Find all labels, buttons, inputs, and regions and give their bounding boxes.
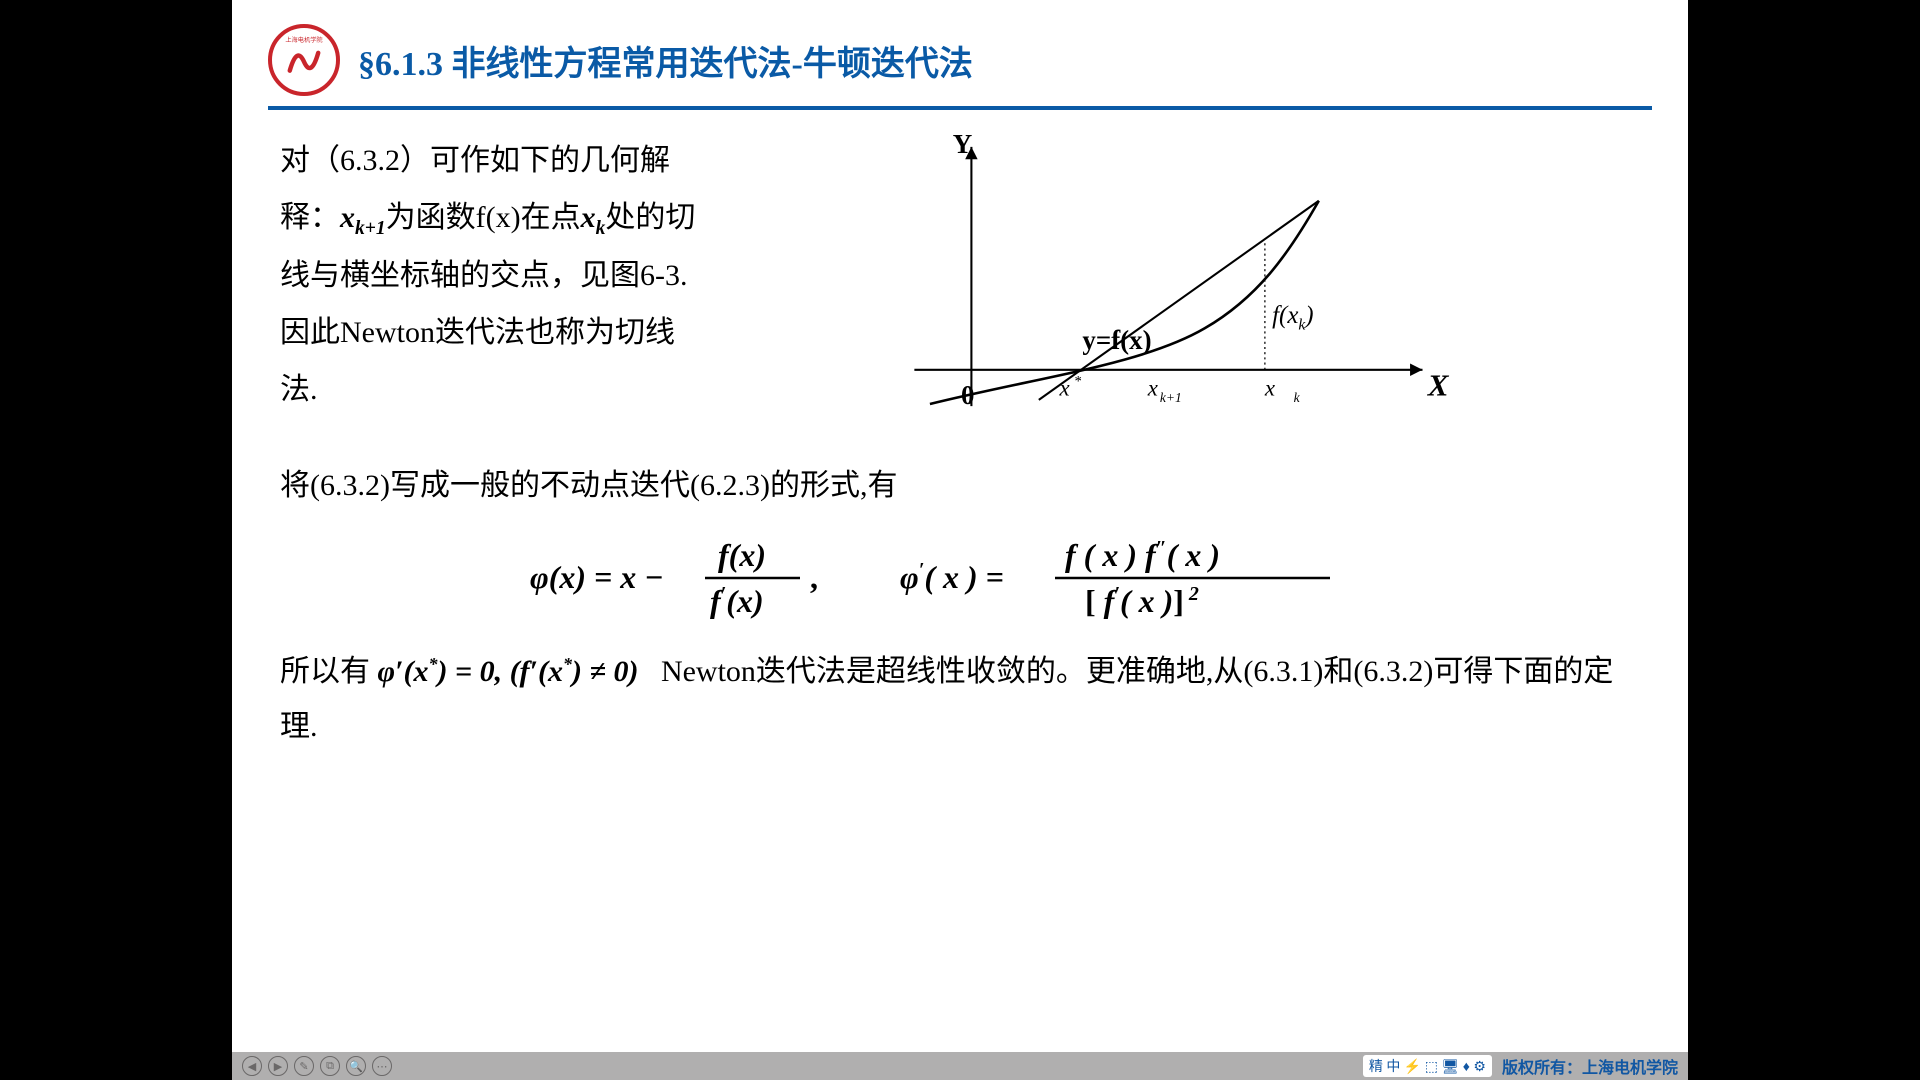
zoom-icon[interactable]: 🔍	[346, 1056, 366, 1076]
X-label: X	[1427, 368, 1450, 403]
formula-svg: φ(x) = x − f(x) f′(x) , φ′( x ) = f ( x …	[500, 528, 1420, 628]
section-title: §6.1.3 非线性方程常用迭代法-牛顿迭代法	[358, 36, 973, 85]
next-icon[interactable]: ▶	[268, 1056, 288, 1076]
newton-diagram: Y X 0 y=f(x) f(xk) x* xk+1 xk	[904, 132, 1464, 452]
university-logo: 上海电机学院	[268, 24, 340, 96]
phip-den: [ f′( x )] 2	[1085, 583, 1199, 619]
phip-num: f ( x ) f″( x )	[1065, 537, 1220, 573]
phi-lhs: φ(x) = x −	[530, 559, 664, 595]
logo-svg: 上海电机学院	[272, 28, 336, 92]
pen-icon[interactable]: ✎	[294, 1056, 314, 1076]
toolbar-right: 精 中 ⚡ ⬚ 🖥 ♦ ⚙ 版权所有：上海电机学院	[1363, 1054, 1678, 1078]
origin-label: 0	[961, 380, 974, 410]
fxk-label: f(xk)	[1272, 302, 1313, 333]
svg-text:上海电机学院: 上海电机学院	[285, 36, 323, 44]
toolbar-left: ◀ ▶ ✎ ⧉ 🔍 ⋯	[242, 1056, 392, 1076]
cond-formula: φ′(x*) = 0, (f′(x*) ≠ 0)	[378, 655, 646, 688]
phip-lhs: φ′( x ) =	[900, 559, 1004, 595]
paragraph-3: 所以有 φ′(x*) = 0, (f′(x*) ≠ 0) Newton迭代法是超…	[268, 638, 1652, 755]
bottom-toolbar: ◀ ▶ ✎ ⧉ 🔍 ⋯ 精 中 ⚡ ⬚ 🖥 ♦ ⚙ 版权所有：上海电机学院	[232, 1052, 1688, 1080]
prev-icon[interactable]: ◀	[242, 1056, 262, 1076]
xk-sym: xk	[581, 201, 606, 234]
left-paragraph: 对（6.3.2）可作如下的几何解释：xk+1为函数f(x)在点xk处的切线与横坐…	[268, 132, 698, 452]
badge[interactable]: 精 中 ⚡ ⬚ 🖥 ♦ ⚙	[1363, 1055, 1492, 1077]
x-axis-arrow	[1410, 364, 1422, 376]
grid-icon[interactable]: ⧉	[320, 1056, 340, 1076]
content-row: 对（6.3.2）可作如下的几何解释：xk+1为函数f(x)在点xk处的切线与横坐…	[268, 132, 1652, 452]
yfx-label: y=f(x)	[1082, 325, 1151, 355]
header: 上海电机学院 §6.1.3 非线性方程常用迭代法-牛顿迭代法	[268, 24, 1652, 96]
xk1-sym: xk+1	[340, 201, 386, 234]
slide-stage: 上海电机学院 §6.1.3 非线性方程常用迭代法-牛顿迭代法 对（6.3.2）可…	[232, 0, 1688, 1080]
slide: 上海电机学院 §6.1.3 非线性方程常用迭代法-牛顿迭代法 对（6.3.2）可…	[232, 0, 1688, 1052]
copyright: 版权所有：上海电机学院	[1502, 1054, 1678, 1078]
right-diagram-col: Y X 0 y=f(x) f(xk) x* xk+1 xk	[716, 132, 1652, 452]
formula-block: φ(x) = x − f(x) f′(x) , φ′( x ) = f ( x …	[268, 514, 1652, 638]
para1-part-b: 为函数f(x)在点	[386, 201, 581, 234]
xk-label: xk	[1264, 376, 1301, 405]
curve-fx	[930, 201, 1319, 404]
para3-a: 所以有	[280, 655, 370, 688]
paragraph-2: 将(6.3.2)写成一般的不动点迭代(6.2.3)的形式,有	[268, 452, 1652, 514]
header-rule	[268, 106, 1652, 110]
phi-num: f(x)	[718, 537, 766, 573]
phi-den: f′(x)	[710, 583, 764, 619]
Y-label: Y	[953, 132, 972, 159]
xk1-label: xk+1	[1147, 376, 1182, 405]
phi-comma: ,	[810, 559, 818, 595]
more-icon[interactable]: ⋯	[372, 1056, 392, 1076]
